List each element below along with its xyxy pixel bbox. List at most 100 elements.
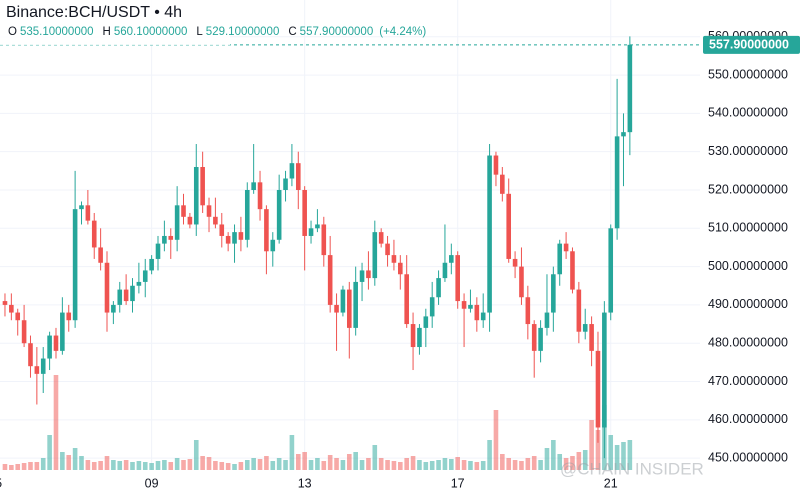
volume-bar (142, 462, 148, 470)
volume-bar (417, 460, 422, 470)
y-tick-label: 460.00000000 (708, 412, 788, 426)
candle-body (104, 262, 110, 313)
candle-body (162, 235, 167, 244)
candle-body (455, 255, 460, 302)
volume-bar (398, 462, 403, 470)
volume-bar (461, 460, 467, 470)
volume-bar (98, 461, 103, 470)
candle-body (264, 209, 269, 252)
candle-body (563, 243, 569, 252)
volume-bar (468, 461, 473, 470)
candle-body (595, 350, 601, 428)
candle-body (130, 285, 135, 302)
candle-body (538, 327, 543, 351)
candle-body (442, 262, 448, 279)
candle-body (391, 255, 397, 263)
volume-bar (576, 452, 582, 470)
volume-bar (506, 458, 512, 470)
volume-bar (614, 445, 620, 470)
volume-bar (15, 464, 21, 470)
candle-body (410, 324, 416, 348)
volume-bar (117, 461, 123, 470)
volume-bar (315, 458, 320, 470)
candle-body (506, 193, 512, 259)
candle-body (327, 255, 333, 305)
volume-bar (181, 460, 186, 470)
candle-body (40, 358, 46, 374)
chart-title: Binance:BCH/USDT • 4h (6, 4, 182, 21)
candle-body (602, 312, 607, 428)
candle-body (353, 281, 358, 328)
volume-bar (423, 462, 429, 470)
volume-bar (283, 460, 288, 470)
candle-body (91, 220, 97, 248)
candle-body (123, 289, 129, 302)
volume-bar (193, 440, 199, 470)
candle-body (257, 182, 263, 210)
candle-body (232, 232, 237, 244)
ohlc-value: 535.10000000 (20, 26, 94, 38)
y-tick-label: 470.00000000 (708, 374, 788, 388)
candle-body (2, 301, 8, 305)
candle-body (193, 167, 199, 225)
volume-bar (353, 452, 358, 470)
candle-body (449, 255, 454, 263)
candle-body (117, 289, 123, 305)
y-tick-label: 490.00000000 (708, 297, 788, 311)
y-tick-label: 520.00000000 (708, 182, 788, 196)
candle-body (200, 167, 205, 206)
candle-body (557, 243, 563, 275)
candle-body (551, 274, 556, 313)
candle-body (66, 312, 72, 321)
volume-bar (60, 452, 65, 470)
volume-bar (289, 435, 295, 470)
ohlc-value: 557.90000000 (300, 26, 374, 38)
volume-bar (308, 460, 314, 470)
volume-bar (206, 457, 212, 470)
volume-bar (79, 456, 84, 470)
candle-body (334, 304, 339, 313)
volume-bar (34, 462, 40, 470)
candle-body (295, 163, 301, 190)
volume-bar (2, 464, 8, 470)
volume-bar (366, 458, 371, 470)
axes: 450.00000000 460.00000000 470.00000000 480.… (0, 29, 800, 490)
candle-body (461, 301, 467, 309)
x-tick-label: 17 (451, 476, 465, 490)
candle-body (155, 243, 161, 259)
candle-body (474, 304, 480, 321)
candle-body (168, 235, 174, 240)
y-tick-label: 480.00000000 (708, 336, 788, 350)
candle-body (79, 205, 84, 210)
volume-bar (480, 461, 486, 470)
candle-body (53, 335, 59, 351)
volume-bar (232, 464, 237, 470)
ohlc-value: 560.10000000 (114, 26, 188, 38)
candle-body (283, 178, 288, 190)
volume-bar (474, 462, 480, 470)
volume-bar (213, 461, 218, 470)
candle-body (429, 297, 435, 317)
candle-body (582, 324, 588, 332)
candle-body (359, 270, 365, 282)
volume-bar (544, 448, 550, 470)
candle-body (289, 163, 295, 179)
last-price-label: 557.90000000 (709, 38, 789, 52)
y-tick-label: 550.00000000 (708, 67, 788, 81)
volume-bar (512, 460, 518, 470)
volume-bar (436, 460, 441, 470)
candle-body (270, 239, 276, 252)
candle-body (346, 289, 352, 328)
volume-bar (487, 440, 492, 470)
candle-layer (2, 36, 633, 459)
candle-body (308, 228, 314, 236)
candle-body (60, 312, 65, 351)
volume-bar (525, 458, 531, 470)
candle-body (576, 289, 582, 332)
volume-bar (174, 458, 180, 470)
volume-bar (404, 458, 409, 470)
volume-bar (155, 461, 161, 470)
candle-body (614, 136, 620, 229)
candle-body (417, 327, 422, 348)
volume-bar (264, 456, 269, 470)
